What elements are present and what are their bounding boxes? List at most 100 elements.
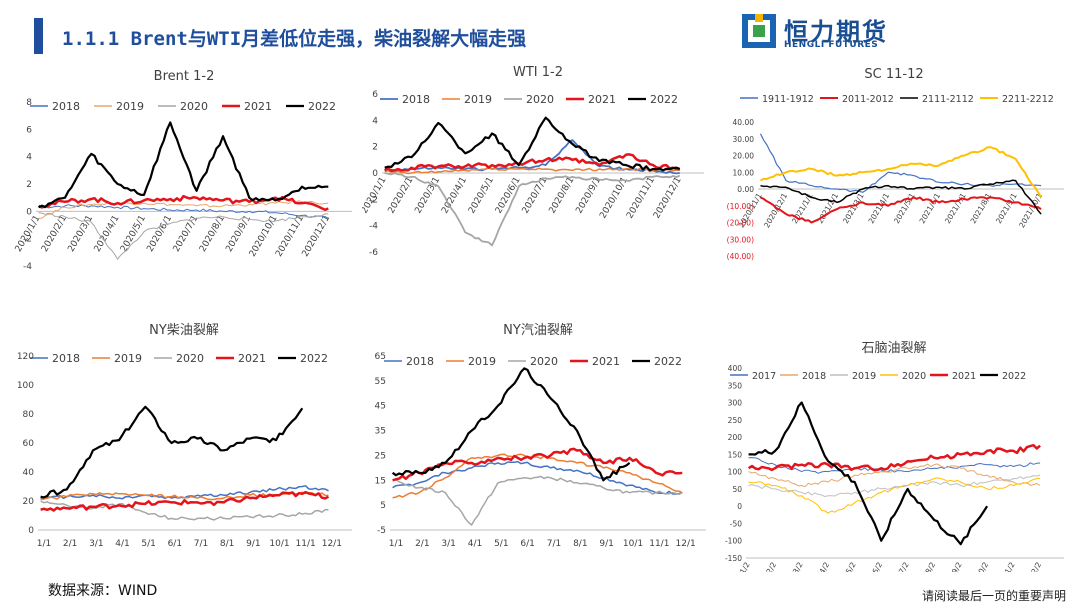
x-tick-label: 2020/2/2	[754, 560, 779, 572]
y-tick-label: 35	[375, 427, 386, 437]
y-tick-label: -100	[725, 537, 742, 546]
y-tick-label: 20.00	[733, 152, 755, 161]
legend-label: 2019	[114, 352, 142, 365]
y-tick-label: 100	[17, 381, 34, 391]
x-tick-label: 7/1	[547, 539, 561, 549]
page-title: 1.1.1 Brent与WTI月差低位走强，柴油裂解大幅走强	[62, 28, 527, 50]
series-line-2018	[38, 204, 329, 219]
series-line-2020	[384, 172, 681, 247]
logo-mark-icon	[742, 14, 776, 48]
x-tick-label: 2020/12/1	[762, 191, 789, 229]
x-tick-label: 9/1	[599, 539, 613, 549]
series-line-1911-1912	[759, 133, 1042, 193]
legend-label: 2018	[402, 93, 430, 106]
series-line-2017	[748, 457, 1041, 474]
y-tick-label: 6	[372, 90, 378, 100]
y-tick-label: -4	[23, 262, 32, 272]
series-line-2021	[384, 153, 680, 173]
title-accent-bar	[34, 18, 43, 54]
chart-ny-gasoline: NY汽油裂解 2018 2019 2020 2021 2022 -5 5 15 25 35 45 55 6…	[362, 320, 714, 552]
x-tick-label: 2020/2/1	[40, 214, 69, 254]
y-tick-label: 2	[26, 180, 32, 190]
legend-label: 2211-2212	[1002, 94, 1054, 105]
series-line-2020	[40, 500, 329, 521]
legend-label: 2111-2112	[922, 94, 974, 105]
x-tick-label: 2020/5/1	[119, 214, 148, 254]
y-tick-label: 0	[26, 207, 32, 217]
chart-title: Brent 1-2	[154, 69, 215, 84]
legend-label: 2021	[952, 371, 976, 382]
chart-title: 石脑油裂解	[861, 341, 926, 356]
x-tick-label: 2020/6/1	[145, 214, 174, 254]
x-tick-label: 7/1	[194, 539, 208, 549]
chart-ny-diesel-svg: NY柴油裂解 2018 2019 2020 2021 2022 0 20 40 60 80 100 12…	[17, 323, 352, 549]
x-tick-label: 10/1	[623, 539, 643, 549]
x-tick-label: 3/1	[89, 539, 103, 549]
y-tick-label: 350	[728, 381, 743, 390]
y-tick-label: 4	[26, 153, 32, 163]
x-tick-label: 2021/1/1	[790, 191, 815, 225]
legend-label: 2021	[588, 93, 616, 106]
chart-title: NY柴油裂解	[149, 323, 219, 338]
x-tick-label: 2021/9/1	[994, 191, 1019, 225]
x-tick-label: 2020/1/1	[362, 176, 389, 216]
legend-label: 2018	[52, 100, 80, 113]
series-line-2022	[384, 116, 681, 172]
y-tick-label: 300	[728, 399, 743, 408]
x-tick-label: 5/1	[141, 539, 155, 549]
x-tick-label: 2020/11/2	[990, 560, 1017, 572]
y-tick-label: 5	[380, 501, 386, 511]
series-line-2022	[391, 367, 631, 482]
legend-label: 2018	[802, 371, 826, 382]
chart-wti: WTI 1-2 2018 2019 2020 2021 2022 -6 -4 -2 0 2 4 6 202…	[362, 62, 714, 320]
legend-label: 2020	[530, 355, 558, 368]
y-tick-label: 250	[728, 416, 743, 425]
y-tick-label: 8	[26, 98, 32, 108]
x-tick-label: 2020/9/2	[939, 560, 964, 572]
series-line-2020	[392, 475, 683, 526]
y-tick-label: 200	[728, 433, 743, 442]
x-tick-label: 2020/12/1	[652, 176, 684, 221]
legend-label: 2019	[468, 355, 496, 368]
chart-brent: Brent 1-2 2018 2019 2020 2021 2022 -4 -2 0 2 4 6 8 20…	[8, 64, 360, 320]
series-line-2011-2012	[760, 196, 1042, 224]
chart-title: SC 11-12	[864, 67, 923, 82]
x-tick-label: 2020/8/1	[548, 176, 577, 216]
series-line-2018	[748, 463, 1041, 488]
y-tick-label: -5	[377, 526, 386, 536]
y-tick-label: (10.00)	[727, 202, 754, 211]
y-tick-label: (30.00)	[727, 235, 754, 244]
y-tick-label: 65	[375, 352, 386, 362]
x-tick-label: 9/1	[246, 539, 260, 549]
x-tick-label: 2021/4/1	[867, 191, 892, 225]
x-tick-label: 2021/5/1	[892, 191, 917, 225]
y-tick-label: 80	[23, 410, 35, 420]
x-tick-label: 2/1	[415, 539, 429, 549]
y-tick-label: 400	[728, 364, 743, 373]
x-tick-label: 2020/2/1	[387, 176, 416, 216]
y-tick-label: 0	[737, 502, 742, 511]
legend-label: 2019	[852, 371, 876, 382]
x-tick-label: 2020/5/2	[833, 560, 858, 572]
legend-label: 2022	[308, 100, 336, 113]
x-tick-label: 2020/8/2	[913, 560, 938, 572]
y-tick-label: 120	[17, 352, 34, 362]
x-tick-label: 2020/8/1	[198, 214, 227, 254]
legend-label: 2020	[526, 93, 554, 106]
chart-brent-svg: Brent 1-2 2018 2019 2020 2021 2022 -4 -2 0 2 4 6 8 20…	[14, 69, 352, 272]
x-tick-label: 10/1	[269, 539, 289, 549]
x-tick-label: 2020/6/2	[860, 560, 885, 572]
legend-label: 2020	[902, 371, 926, 382]
legend-label: 2022	[300, 352, 328, 365]
x-tick-label: 12/1	[676, 539, 696, 549]
legend-label: 2021	[238, 352, 266, 365]
y-tick-label: 40	[23, 468, 35, 478]
x-tick-label: 11/1	[649, 539, 669, 549]
logo-name-en: HENGLI FUTURES	[784, 40, 879, 50]
y-tick-label: -6	[369, 248, 378, 258]
x-tick-label: 6/1	[168, 539, 182, 549]
legend-label: 2020	[180, 100, 208, 113]
y-tick-label: -2	[23, 235, 32, 245]
chart-naphtha-svg: 石脑油裂解 2017 2018 2019 2020 2021 2022 -150 -100 -50…	[725, 341, 1064, 572]
chart-ny-diesel: NY柴油裂解 2018 2019 2020 2021 2022 0 20 40 60 80 100 12…	[8, 320, 360, 552]
